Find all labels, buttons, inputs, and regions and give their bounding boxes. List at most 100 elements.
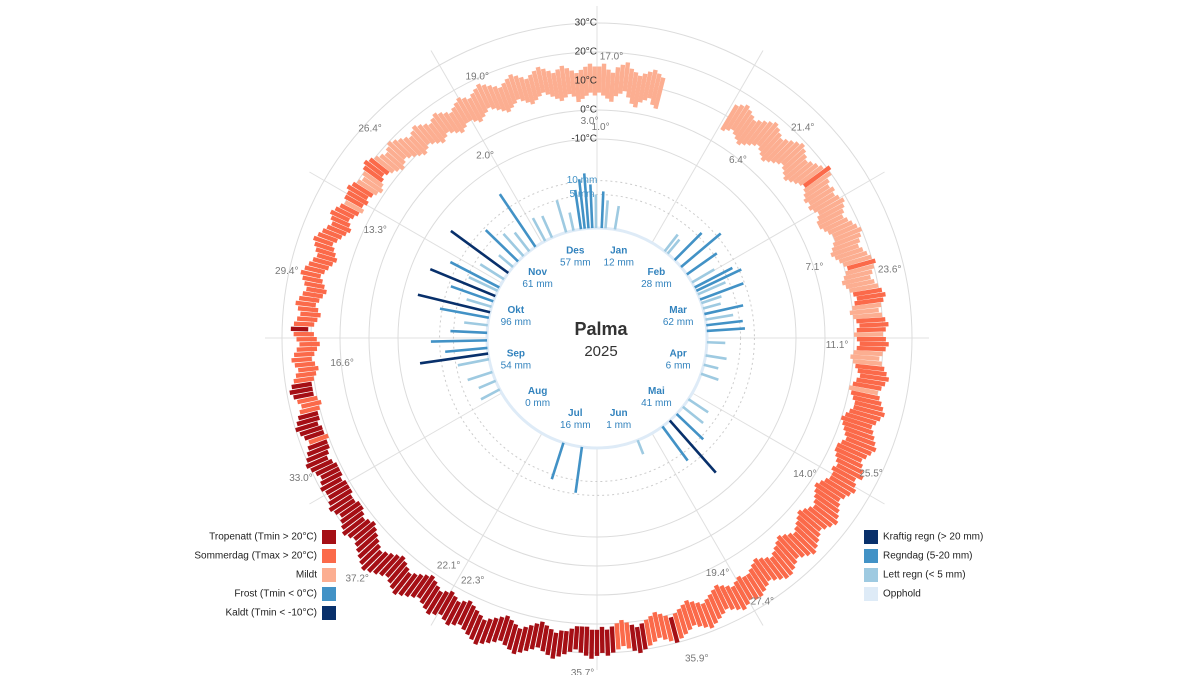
temp-bar <box>770 139 795 164</box>
temp-bar <box>578 69 585 99</box>
rain-bar <box>706 327 746 333</box>
rain-bar <box>573 189 583 230</box>
rain-bar <box>604 200 609 229</box>
temp-bar <box>456 96 473 122</box>
temp-bar <box>511 627 523 655</box>
temp-bar <box>527 74 539 101</box>
labels: Palma 2025 -10°C 0°C 10°C 20°C 30°C 5 mm 10 mm… <box>194 18 983 675</box>
temp-bar <box>346 190 369 206</box>
temp-bar <box>302 291 324 299</box>
legend-swatch <box>864 530 878 544</box>
temp-bar <box>355 532 379 553</box>
temp-bar <box>643 619 653 646</box>
temp-bar <box>295 421 319 433</box>
temp-bar <box>308 433 329 445</box>
temp-bar <box>387 560 408 584</box>
temp-bar <box>758 557 778 581</box>
month-total: 41 mm <box>641 398 672 409</box>
rain-bar <box>706 319 743 327</box>
max-label: 27.4° <box>751 597 774 608</box>
temp-bar <box>295 300 317 308</box>
temp-bar <box>769 556 790 580</box>
month-label: Sep <box>507 348 525 359</box>
temp-bar <box>299 425 323 437</box>
temp-bar <box>551 72 560 100</box>
temp-bar <box>361 176 384 194</box>
grid-ring <box>339 80 855 596</box>
temp-bar <box>304 265 326 275</box>
rain-bar <box>699 282 744 301</box>
rain-bar <box>429 267 496 298</box>
rain-bar <box>694 266 733 289</box>
temp-bar <box>384 151 406 171</box>
temp-bar <box>707 593 722 620</box>
temp-bar <box>657 613 668 640</box>
temp-bar <box>304 281 325 290</box>
temp-bar <box>710 589 726 615</box>
rain-bar <box>419 352 489 365</box>
temp-bar <box>852 359 883 367</box>
temp-bar <box>748 567 767 593</box>
temp-bar <box>432 112 450 134</box>
month-label: Jul <box>568 408 583 419</box>
legend-swatch <box>864 568 878 582</box>
temp-bar <box>501 82 515 109</box>
temp-bar <box>831 471 857 488</box>
temp-bar <box>840 439 872 456</box>
temp-bar <box>491 616 505 643</box>
temp-bar <box>293 321 315 327</box>
temp-bar <box>824 477 852 497</box>
rain-bar <box>478 379 497 390</box>
temp-bar <box>379 554 400 577</box>
temp-bar <box>461 97 479 123</box>
temp-bar <box>848 408 881 422</box>
temp-bar <box>308 261 330 271</box>
month-total: 0 mm <box>525 398 550 409</box>
temp-bar <box>639 623 648 650</box>
temp-bar <box>410 574 430 599</box>
temp-bar <box>417 123 436 145</box>
temp-bar <box>306 286 327 295</box>
rain-tick-label: 10 mm <box>567 175 598 186</box>
max-label: 37.2° <box>345 573 368 584</box>
temp-bar <box>835 457 864 475</box>
temp-bar <box>291 356 312 363</box>
temp-bar <box>730 585 747 611</box>
temp-bar <box>564 67 572 95</box>
temp-bar <box>756 121 779 147</box>
temp-bar <box>680 604 693 631</box>
temp-bar <box>453 101 470 124</box>
temp-bar <box>676 608 689 635</box>
temp-bar <box>583 626 590 656</box>
rain-bar <box>541 215 554 239</box>
temp-bar <box>601 63 607 96</box>
legend-label: Opphold <box>883 589 921 600</box>
temp-bar <box>354 526 378 547</box>
temp-bar <box>859 373 890 382</box>
temp-bar <box>845 264 875 276</box>
legend-label: Kaldt (Tmin < -10°C) <box>225 608 317 619</box>
temp-bar <box>362 171 384 189</box>
month-label: Mai <box>648 386 665 397</box>
temp-bar <box>430 117 448 139</box>
temp-bar <box>425 590 444 615</box>
legend-swatch <box>322 568 336 582</box>
rain-bar <box>502 232 525 258</box>
month-label: Feb <box>648 267 666 278</box>
temp-bar <box>422 123 441 145</box>
temp-bar <box>750 562 770 587</box>
temp-bar <box>854 297 884 306</box>
rain-bar <box>687 398 709 414</box>
temp-bar <box>513 75 526 102</box>
temp-bar <box>574 72 581 103</box>
temp-bar <box>392 139 413 159</box>
temp-bar <box>524 78 536 105</box>
temp-bar <box>567 628 575 653</box>
month-label: Okt <box>508 305 525 316</box>
temp-bar <box>540 625 550 652</box>
temp-bar <box>444 600 461 626</box>
temp-bar <box>787 532 811 557</box>
temp-bar <box>296 316 318 323</box>
temp-bar <box>852 395 882 407</box>
min-label: 16.6° <box>330 358 353 369</box>
